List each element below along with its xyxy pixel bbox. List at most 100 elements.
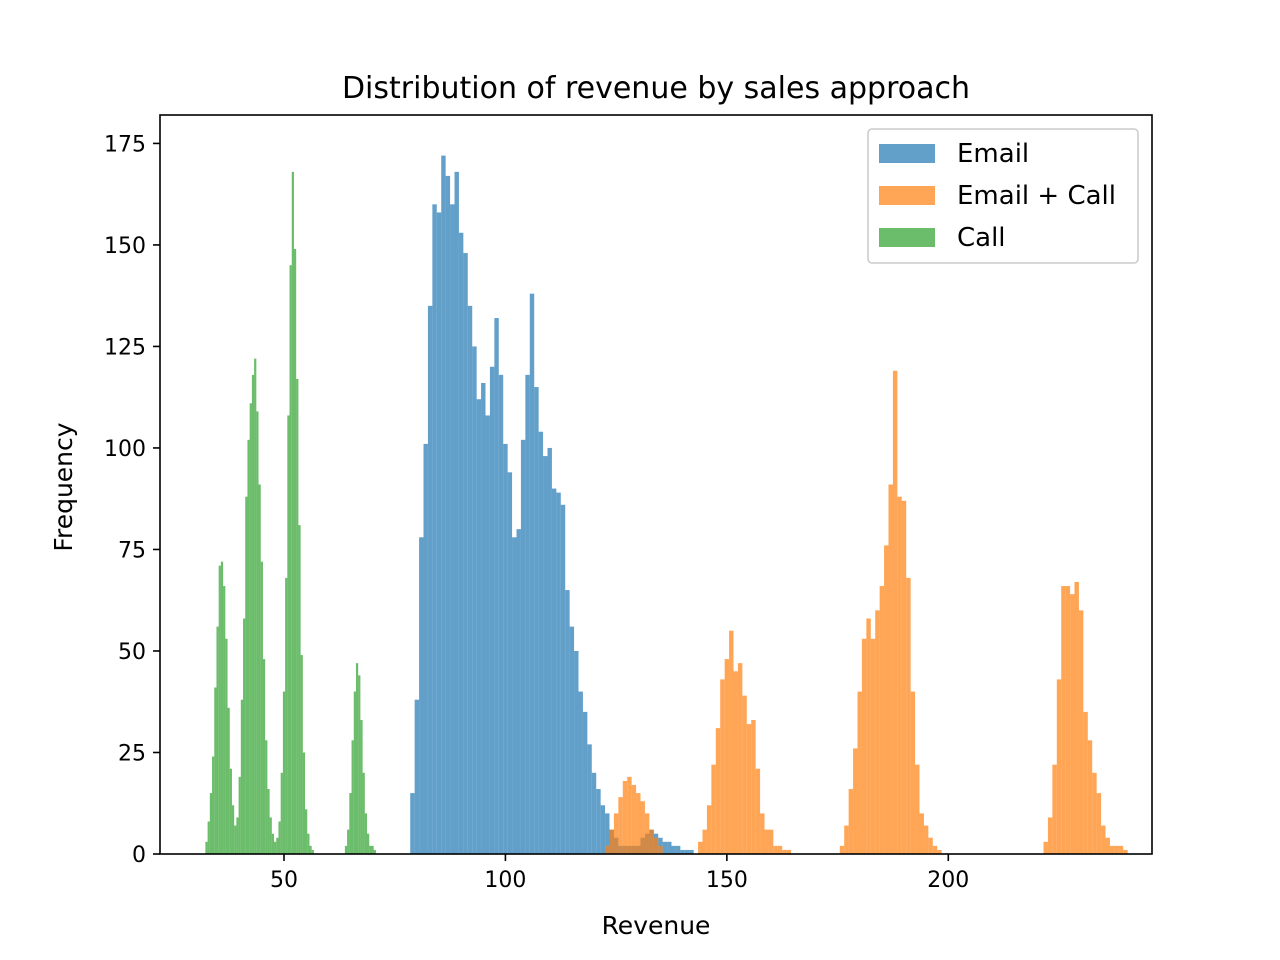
histogram-bar bbox=[278, 821, 281, 854]
histogram-bar bbox=[287, 415, 290, 854]
histogram-bar bbox=[267, 789, 270, 854]
histogram-bar bbox=[910, 691, 916, 854]
histogram-bar bbox=[441, 155, 446, 855]
histogram-bar bbox=[578, 691, 583, 854]
histogram-bar bbox=[658, 845, 663, 854]
histogram-bar bbox=[1047, 817, 1053, 854]
histogram-bar bbox=[1096, 793, 1102, 854]
histogram-bar bbox=[1078, 610, 1084, 854]
histogram-bar bbox=[622, 780, 628, 854]
histogram-bar bbox=[300, 655, 303, 854]
y-tick-label: 125 bbox=[104, 335, 146, 360]
histogram-bar bbox=[209, 793, 213, 854]
histogram-bar bbox=[892, 370, 898, 854]
histogram-bar bbox=[906, 577, 911, 854]
histogram-bar bbox=[684, 849, 690, 854]
histogram-bar bbox=[274, 841, 277, 854]
histogram-bar bbox=[231, 805, 235, 854]
histogram-bar bbox=[525, 374, 530, 854]
histogram-bar bbox=[1118, 845, 1124, 854]
histogram-bar bbox=[485, 415, 490, 854]
histogram-bar bbox=[481, 382, 486, 854]
histogram-bar bbox=[351, 740, 354, 854]
histogram-bar bbox=[414, 699, 420, 854]
histogram-bar bbox=[362, 772, 365, 854]
chart-title: Distribution of revenue by sales approac… bbox=[342, 71, 970, 106]
histogram-bar bbox=[609, 829, 614, 854]
histogram-bar bbox=[760, 813, 765, 854]
histogram-bar bbox=[291, 171, 294, 854]
histogram-bar bbox=[432, 204, 437, 855]
histogram-bar bbox=[214, 687, 217, 854]
histogram-bar bbox=[560, 504, 566, 854]
x-tick-label: 50 bbox=[270, 868, 298, 893]
histogram-bar bbox=[618, 797, 623, 854]
histogram-bar bbox=[262, 659, 266, 854]
legend-box bbox=[867, 128, 1139, 264]
histogram-bar bbox=[901, 500, 907, 854]
histogram-bar bbox=[928, 837, 933, 854]
axes-layer: 50 100 150 200 0 25 50 75 100 125 150 175 bbox=[104, 114, 1153, 893]
histogram-bar bbox=[349, 793, 352, 854]
histogram-bar bbox=[764, 829, 769, 854]
histogram-bar bbox=[667, 841, 672, 854]
histogram-bar bbox=[249, 403, 252, 854]
histogram-bar bbox=[866, 618, 871, 854]
legend-label: Call bbox=[957, 223, 1006, 253]
histogram-bar bbox=[512, 537, 517, 854]
histogram-bar bbox=[1052, 764, 1057, 854]
histogram-bar bbox=[311, 849, 314, 854]
histogram-bar bbox=[256, 411, 259, 854]
histogram-bar bbox=[538, 431, 544, 854]
histogram-bar bbox=[879, 586, 885, 854]
histogram-bar bbox=[212, 756, 215, 854]
histogram-bar bbox=[227, 707, 230, 854]
histogram-bar bbox=[534, 387, 539, 854]
histogram-bar bbox=[218, 565, 221, 854]
histogram-bar bbox=[516, 529, 521, 854]
histogram-bar bbox=[282, 691, 286, 854]
histogram-bar bbox=[458, 232, 464, 854]
histogram-bar bbox=[640, 801, 645, 854]
histogram-bar bbox=[884, 545, 889, 854]
histogram-bar bbox=[1087, 740, 1093, 854]
histogram-bar bbox=[839, 845, 845, 854]
histogram-bar bbox=[371, 845, 374, 854]
histogram-bar bbox=[1092, 772, 1097, 854]
histogram-bar bbox=[605, 845, 610, 854]
histogram-bar bbox=[289, 265, 292, 854]
x-tick-label: 200 bbox=[927, 868, 969, 893]
histogram-bar bbox=[225, 638, 228, 854]
histogram-bar bbox=[285, 577, 288, 854]
histogram-bar bbox=[1074, 581, 1079, 854]
histogram-bar bbox=[644, 813, 650, 854]
histogram-bar bbox=[353, 691, 356, 854]
histogram-bar bbox=[472, 346, 477, 854]
histogram-bar bbox=[427, 305, 433, 854]
histogram-bar bbox=[271, 833, 275, 854]
histogram-bar bbox=[207, 821, 210, 854]
histogram-bar bbox=[596, 789, 601, 854]
histogram-bar bbox=[507, 472, 513, 854]
histogram-bar bbox=[298, 525, 301, 854]
histogram-bar bbox=[888, 484, 893, 854]
histogram-bar bbox=[755, 768, 761, 854]
histogram-bar bbox=[680, 849, 685, 854]
histogram-bar bbox=[364, 813, 368, 854]
histogram-bar bbox=[254, 358, 257, 854]
y-tick-label: 75 bbox=[118, 538, 146, 563]
histogram-bar bbox=[853, 748, 858, 854]
histogram-bar bbox=[410, 793, 415, 854]
histogram-bar bbox=[551, 488, 557, 854]
histogram-bar bbox=[751, 720, 756, 854]
histogram-bar bbox=[591, 772, 597, 854]
histogram-bar bbox=[671, 845, 676, 854]
histogram-bar bbox=[302, 752, 306, 854]
histogram-bar bbox=[915, 764, 920, 854]
histogram-bar bbox=[543, 456, 548, 854]
legend-swatch bbox=[879, 186, 935, 205]
histogram-bar bbox=[265, 740, 268, 854]
histogram-bar bbox=[450, 204, 455, 855]
histogram-bar bbox=[1056, 679, 1062, 854]
histogram-bar bbox=[358, 675, 361, 854]
